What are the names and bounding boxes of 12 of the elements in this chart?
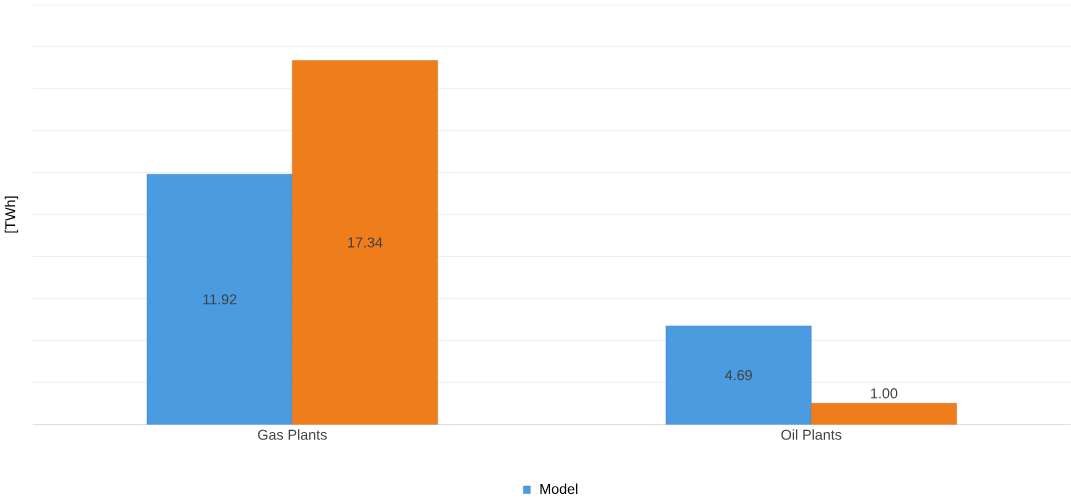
bar [665, 325, 812, 425]
bar [146, 173, 293, 425]
data-label: 17.34 [348, 237, 383, 248]
bar [811, 402, 957, 425]
y-axis-title: [TWh] [4, 196, 19, 233]
data-label: 1.00 [871, 388, 898, 399]
data-label: 11.92 [203, 294, 237, 305]
bar [292, 60, 438, 425]
legend-label: Model [540, 483, 578, 494]
data-label: 4.69 [725, 369, 752, 381]
x-tick-label: Gas Plants [258, 429, 327, 440]
x-tick-label: Oil Plants [781, 429, 842, 440]
